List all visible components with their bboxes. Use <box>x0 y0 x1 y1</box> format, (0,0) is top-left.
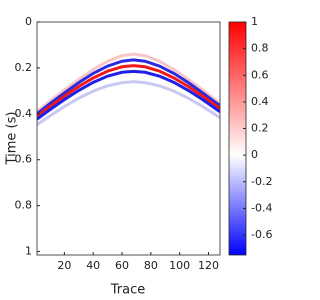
colorbar-tick-label: 0.4 <box>251 95 269 108</box>
event-line <box>37 80 220 126</box>
colorbar-tick-label: 0.2 <box>251 122 269 135</box>
colorbar-tick-label: 0.8 <box>251 42 269 55</box>
x-tick-label: 100 <box>169 259 190 272</box>
y-tick-label: 0 <box>25 15 32 28</box>
colorbar-tick-label: -0.6 <box>251 228 272 241</box>
axes-box <box>36 21 221 256</box>
chart: Trace Time (s) 20 40 60 80 100 120 0 0.2 0.4 0.6 0… <box>5 15 273 298</box>
event-line <box>37 52 220 113</box>
y-axis-label: Time (s) <box>5 112 20 166</box>
colorbar-tick-label: 0 <box>251 148 258 161</box>
x-tick-label: 80 <box>144 259 158 272</box>
y-tick-label: 0.8 <box>15 199 33 212</box>
x-tick-label: 60 <box>115 259 129 272</box>
x-tick-label: 20 <box>57 259 71 272</box>
y-tick-label: 0.2 <box>15 61 33 74</box>
plot-area <box>37 22 220 255</box>
colorbar-tick-label: -0.4 <box>251 201 272 214</box>
colorbar-tick-label: 1 <box>251 15 258 28</box>
colorbar <box>228 21 247 256</box>
y-tick-label: 0.4 <box>15 107 33 120</box>
x-axis-label: Trace <box>110 283 146 298</box>
event-line <box>37 64 220 118</box>
y-tick-label: 0.6 <box>15 153 33 166</box>
x-tick-label: 40 <box>86 259 100 272</box>
colorbar-tick-label: 0.6 <box>251 68 269 81</box>
event-line <box>37 58 220 116</box>
event-line <box>37 69 220 121</box>
y-tick-label: 1 <box>25 245 32 258</box>
x-tick-label: 120 <box>198 259 219 272</box>
colorbar-tick-label: -0.2 <box>251 175 272 188</box>
